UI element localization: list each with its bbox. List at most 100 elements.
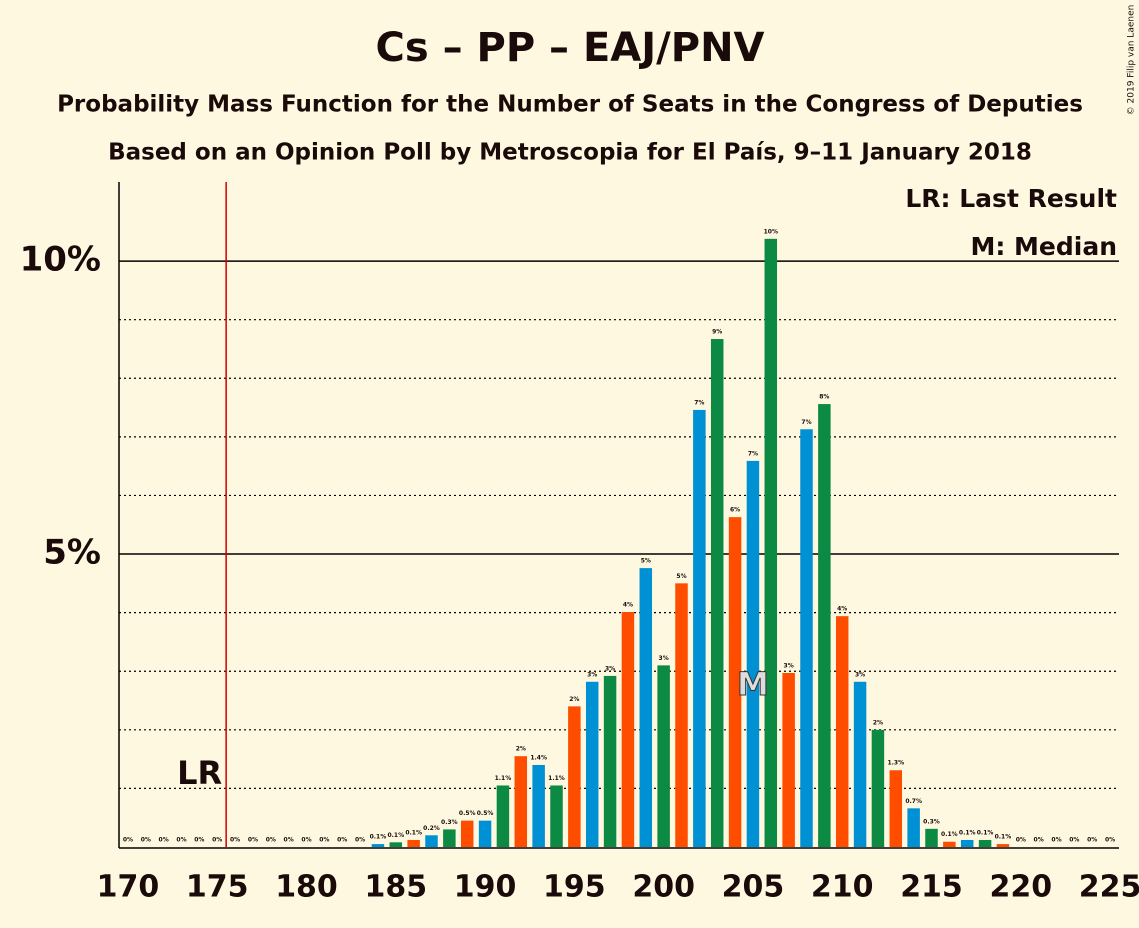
bar [425,835,438,847]
value-label: 7% [801,419,811,426]
value-label: 0.7% [905,798,922,805]
value-label: 8% [819,394,829,401]
bar [728,517,742,847]
value-label: 0% [319,837,329,844]
value-label: 0% [1105,837,1115,844]
value-label: 0% [284,837,294,844]
bar [443,829,456,847]
value-label: 4% [837,606,847,613]
bar [889,770,903,847]
y-tick-label: 10% [20,240,101,280]
bar [764,238,778,848]
value-label: 0% [1069,837,1079,844]
value-label: 3% [587,671,597,678]
x-tick-label: 195 [543,870,606,905]
bar [925,828,938,847]
bar [996,844,1010,847]
value-label: 0.5% [477,810,494,817]
value-label: 0.3% [441,819,458,826]
value-label: 4% [623,602,633,609]
bar [460,820,474,847]
value-label: 3% [855,671,865,678]
bar [603,675,617,847]
bar [496,785,510,847]
x-tick-label: 175 [186,870,249,905]
value-label: 7% [748,450,758,457]
value-label: 2% [516,746,526,753]
value-label: 0% [159,837,169,844]
bar [978,839,992,847]
value-label: 9% [712,329,722,336]
value-label: 3% [605,665,615,672]
x-tick-label: 210 [811,870,874,905]
value-label: 0.1% [941,831,958,838]
value-label: 0% [266,837,276,844]
value-label: 0.1% [959,829,976,836]
y-tick-label: 5% [43,533,101,573]
bar [514,756,528,847]
x-tick-label: 180 [275,870,338,905]
bar [782,672,795,847]
value-label: 1.3% [887,760,904,767]
bar [675,583,688,847]
bar [835,616,849,847]
bar [550,785,563,847]
value-label: 0.1% [370,834,387,841]
value-label: 0% [337,837,347,844]
value-label: 0.3% [923,818,940,825]
value-label: 0% [123,837,133,844]
bar [693,409,706,847]
x-tick-label: 190 [454,870,517,905]
value-label: 0.1% [387,832,404,839]
bar [657,665,670,847]
value-label: 0% [1087,837,1097,844]
bar [478,820,492,847]
bar [407,839,420,847]
bar [585,681,599,847]
value-label: 0% [176,837,186,844]
chart-subtitle: Based on an Opinion Poll by Metroscopia … [108,140,1032,166]
bar [371,844,385,847]
value-label: 0.1% [405,829,422,836]
x-tick-label: 215 [900,870,963,905]
bar [907,808,920,847]
value-label: 0% [230,837,240,844]
value-label: 0% [1051,837,1061,844]
bar [532,764,545,847]
value-label: 5% [641,558,651,565]
value-label: 0% [212,837,222,844]
x-tick-label: 170 [97,870,160,905]
chart-subtitle: Probability Mass Function for the Number… [57,92,1083,118]
bar [871,729,885,847]
value-label: 1.1% [495,775,512,782]
value-label: 2% [873,719,883,726]
value-label: 0% [1016,837,1026,844]
value-label: 1.1% [548,775,565,782]
x-tick-label: 220 [989,870,1052,905]
bar [853,681,867,847]
x-tick-label: 200 [632,870,695,905]
bar [800,429,813,847]
value-label: 0% [248,837,258,844]
value-label: 0.1% [995,834,1012,841]
chart-title: Cs – PP – EAJ/PNV [375,25,764,71]
last-result-label: LR [177,754,222,792]
bar [710,339,724,847]
legend-entry: LR: Last Result [905,184,1117,213]
bar [621,612,635,847]
bar [818,404,831,847]
value-label: 0.5% [459,810,476,817]
value-label: 0% [1034,837,1044,844]
value-label: 10% [764,228,778,235]
value-label: 0% [194,837,204,844]
value-label: 3% [784,662,794,669]
value-label: 0% [355,837,365,844]
value-label: 0.2% [423,825,440,832]
value-label: 0.1% [977,829,994,836]
bar [389,842,403,847]
copyright: © 2019 Filip van Laenen [1127,5,1137,116]
bar [639,568,653,847]
value-label: 3% [659,655,669,662]
value-label: 7% [694,399,704,406]
